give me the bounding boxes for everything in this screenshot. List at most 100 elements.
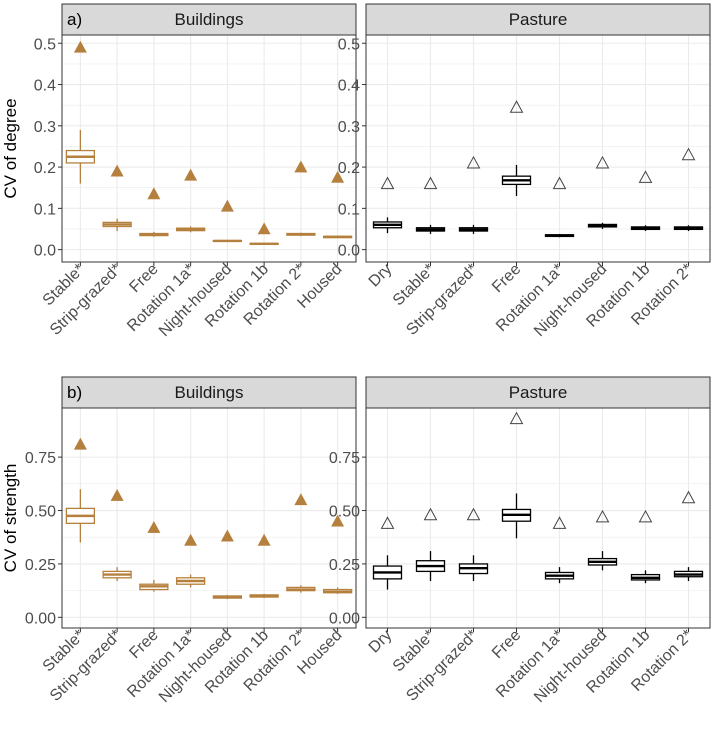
- y-tick-label: 0.2: [34, 160, 56, 177]
- boxplot: [102, 567, 132, 582]
- triangle-point: [423, 176, 438, 190]
- boxplot: [139, 579, 169, 592]
- triangle-point: [147, 520, 161, 533]
- boxplot: [458, 555, 489, 582]
- panel-strip: [365, 376, 711, 409]
- x-tick-label: Dry: [366, 627, 396, 657]
- triangle-point: [147, 187, 161, 200]
- triangle-point: [294, 493, 308, 506]
- triangle-point: [638, 170, 653, 183]
- y-tick-label: 0.25: [25, 557, 56, 574]
- triangle-point: [552, 176, 567, 190]
- y-tick-label: 0.75: [329, 450, 360, 467]
- panel-title: Pasture: [509, 383, 568, 402]
- y-tick-label: 0.4: [338, 78, 360, 95]
- panel-strip: [365, 3, 711, 36]
- x-tick-label: Free: [489, 261, 524, 296]
- y-tick-label: 0.2: [338, 160, 360, 177]
- panel-strip: [61, 3, 357, 36]
- triangle-point: [552, 516, 567, 529]
- boxplot: [587, 551, 618, 571]
- boxplot: [286, 585, 316, 593]
- panel-2: Pasture0.00.10.20.30.40.5DryStable*Strip…: [338, 3, 711, 340]
- boxplot: [372, 555, 403, 590]
- y-tick-label: 0.0: [34, 243, 56, 260]
- boxplot: [286, 232, 316, 236]
- y-tick-label: 0.5: [34, 36, 56, 53]
- panel-border: [61, 34, 357, 263]
- panel-3: Buildings b) 0.00 0.25 0.50 0.75 CV of strengt…: [1, 376, 357, 706]
- triangle-point: [73, 40, 87, 53]
- triangle-point: [423, 507, 438, 521]
- y-tick-label: 0.00: [329, 610, 360, 627]
- boxplot: [322, 235, 353, 239]
- panel-1: Buildings a) 0.0 0.1 0.2 0.3 0.4 0.5 CV of degre…: [1, 3, 357, 340]
- triangle-point: [220, 529, 234, 542]
- boxplot: [630, 225, 661, 232]
- triangle-point: [681, 490, 696, 504]
- triangle-point: [184, 533, 198, 546]
- y-tick-label: 0.3: [338, 119, 360, 136]
- boxplot: [65, 129, 96, 184]
- triangle-point: [331, 170, 345, 183]
- triangle-point: [595, 155, 610, 169]
- y-tick-label: 0.4: [34, 78, 56, 95]
- panel-tag: a): [67, 10, 82, 29]
- panel-title: Pasture: [509, 10, 568, 29]
- boxplot: [544, 567, 575, 584]
- y-axis-label: CV of strength: [1, 464, 20, 573]
- panel-4: Pasture0.000.250.500.75DryStable*Strip-g…: [329, 376, 711, 706]
- y-tick-label: 0.50: [25, 504, 56, 521]
- boxplot: [65, 489, 96, 543]
- triangle-point: [466, 155, 481, 169]
- boxplot: [501, 493, 532, 539]
- y-tick-label: 0.1: [34, 201, 56, 218]
- y-tick-label: 0.25: [329, 557, 360, 574]
- panel-strip: [61, 376, 357, 409]
- boxplot: [415, 224, 446, 234]
- boxplot: [249, 593, 279, 599]
- boxplot: [212, 594, 243, 600]
- boxplot: [322, 587, 353, 594]
- panel-border: [365, 407, 711, 629]
- boxplot: [673, 567, 704, 582]
- triangle-point: [294, 160, 308, 173]
- y-tick-label: 0.1: [338, 201, 360, 218]
- triangle-point: [466, 507, 481, 521]
- x-tick-label: Free: [489, 627, 524, 662]
- y-tick-label: 0.50: [329, 504, 360, 521]
- triangle-point: [681, 147, 696, 161]
- boxplot: [630, 570, 661, 584]
- triangle-point: [638, 509, 653, 523]
- boxplot: [139, 231, 169, 237]
- boxplot: [673, 225, 704, 232]
- panel-border: [61, 407, 357, 629]
- triangle-point: [509, 411, 524, 425]
- triangle-point: [184, 168, 198, 181]
- triangle-point: [380, 516, 395, 529]
- triangle-point: [110, 164, 124, 177]
- panel-border: [365, 34, 711, 263]
- boxplot: [212, 239, 243, 243]
- triangle-point: [331, 514, 345, 527]
- triangle-point: [595, 509, 610, 523]
- triangle-point: [257, 533, 271, 546]
- y-tick-label: 0.5: [338, 36, 360, 53]
- y-axis-label: CV of degree: [1, 98, 20, 198]
- boxplot: [175, 574, 206, 588]
- panel-title: Buildings: [175, 10, 244, 29]
- y-tick-label: 0.75: [25, 450, 56, 467]
- boxplot: [544, 233, 575, 238]
- boxplot: [102, 218, 132, 232]
- triangle-point: [110, 488, 124, 501]
- x-tick-label: Dry: [366, 261, 396, 291]
- boxplot: [501, 165, 532, 196]
- boxplot: [249, 242, 279, 246]
- triangle-point: [73, 437, 87, 450]
- boxplot: [458, 224, 489, 234]
- triangle-point: [509, 100, 524, 113]
- boxplot: [415, 551, 446, 582]
- y-tick-label: 0.0: [338, 243, 360, 260]
- y-tick-label: 0.00: [25, 610, 56, 627]
